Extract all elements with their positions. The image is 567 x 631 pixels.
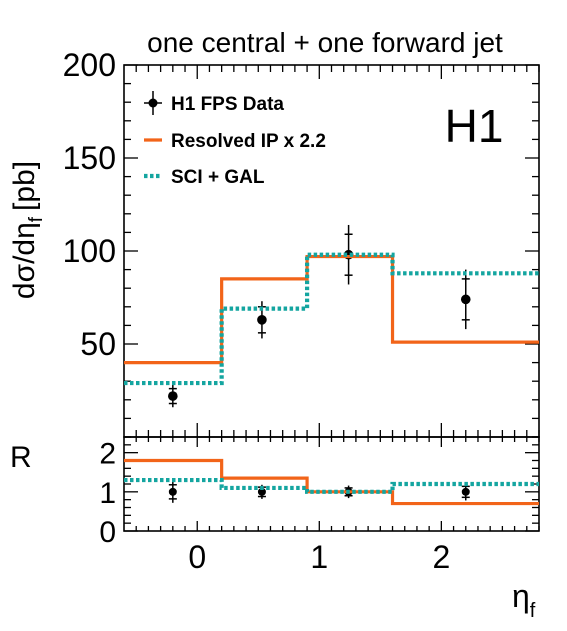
experiment-label: H1 (445, 100, 504, 152)
x-axis-label-main: η (512, 578, 530, 614)
x-tick-label: 1 (310, 539, 328, 575)
main-data-point (168, 391, 178, 401)
legend: H1 FPS Data Resolved IP x 2.2 SCI + GAL (144, 91, 326, 188)
main-y-tick-label: 100 (63, 233, 116, 269)
main-y-tick-label: 150 (63, 140, 116, 176)
ratio-step-series-resolved (124, 458, 539, 506)
x-axis-label: ηf (512, 578, 536, 622)
main-y-axis-label: dσ/dηf [pb] (8, 161, 47, 299)
main-y-axis-label-sub: f (26, 216, 47, 222)
main-y-tick-label: 200 (63, 47, 116, 83)
ratio-y-tick-label: 0 (99, 516, 116, 549)
ratio-y-tick-label: 1 (99, 477, 116, 510)
legend-entry-label: Resolved IP x 2.2 (171, 131, 326, 152)
main-step-series-sci-gal (124, 252, 539, 386)
ratio-data-point (461, 487, 470, 496)
x-axis-label-sub: f (530, 600, 536, 622)
main-y-tick-label: 50 (80, 326, 116, 362)
ratio-y-axis-label: R (10, 441, 32, 474)
x-tick-label: 2 (432, 539, 450, 575)
chart-title: one central + one forward jet (147, 27, 503, 58)
legend-entry-label: H1 FPS Data (171, 94, 284, 115)
main-y-axis-label-unit: [pb] (8, 161, 41, 211)
main-data-point (460, 294, 471, 305)
ratio-data-point (168, 487, 177, 496)
main-y-axis-label-main: dσ/dη (8, 222, 41, 299)
legend-entry-label: SCI + GAL (171, 167, 265, 188)
ratio-step-series-sci-gal (124, 477, 539, 494)
ratio-data-point (257, 487, 266, 496)
ratio-y-tick-label: 2 (99, 438, 116, 471)
main-panel: 50 100 150 200 (63, 47, 540, 438)
ratio-panel: 0 1 2 0 1 2 (99, 436, 540, 575)
legend-marker-data-point (148, 98, 158, 108)
x-tick-label: 0 (188, 539, 206, 575)
main-data-point (257, 315, 267, 325)
